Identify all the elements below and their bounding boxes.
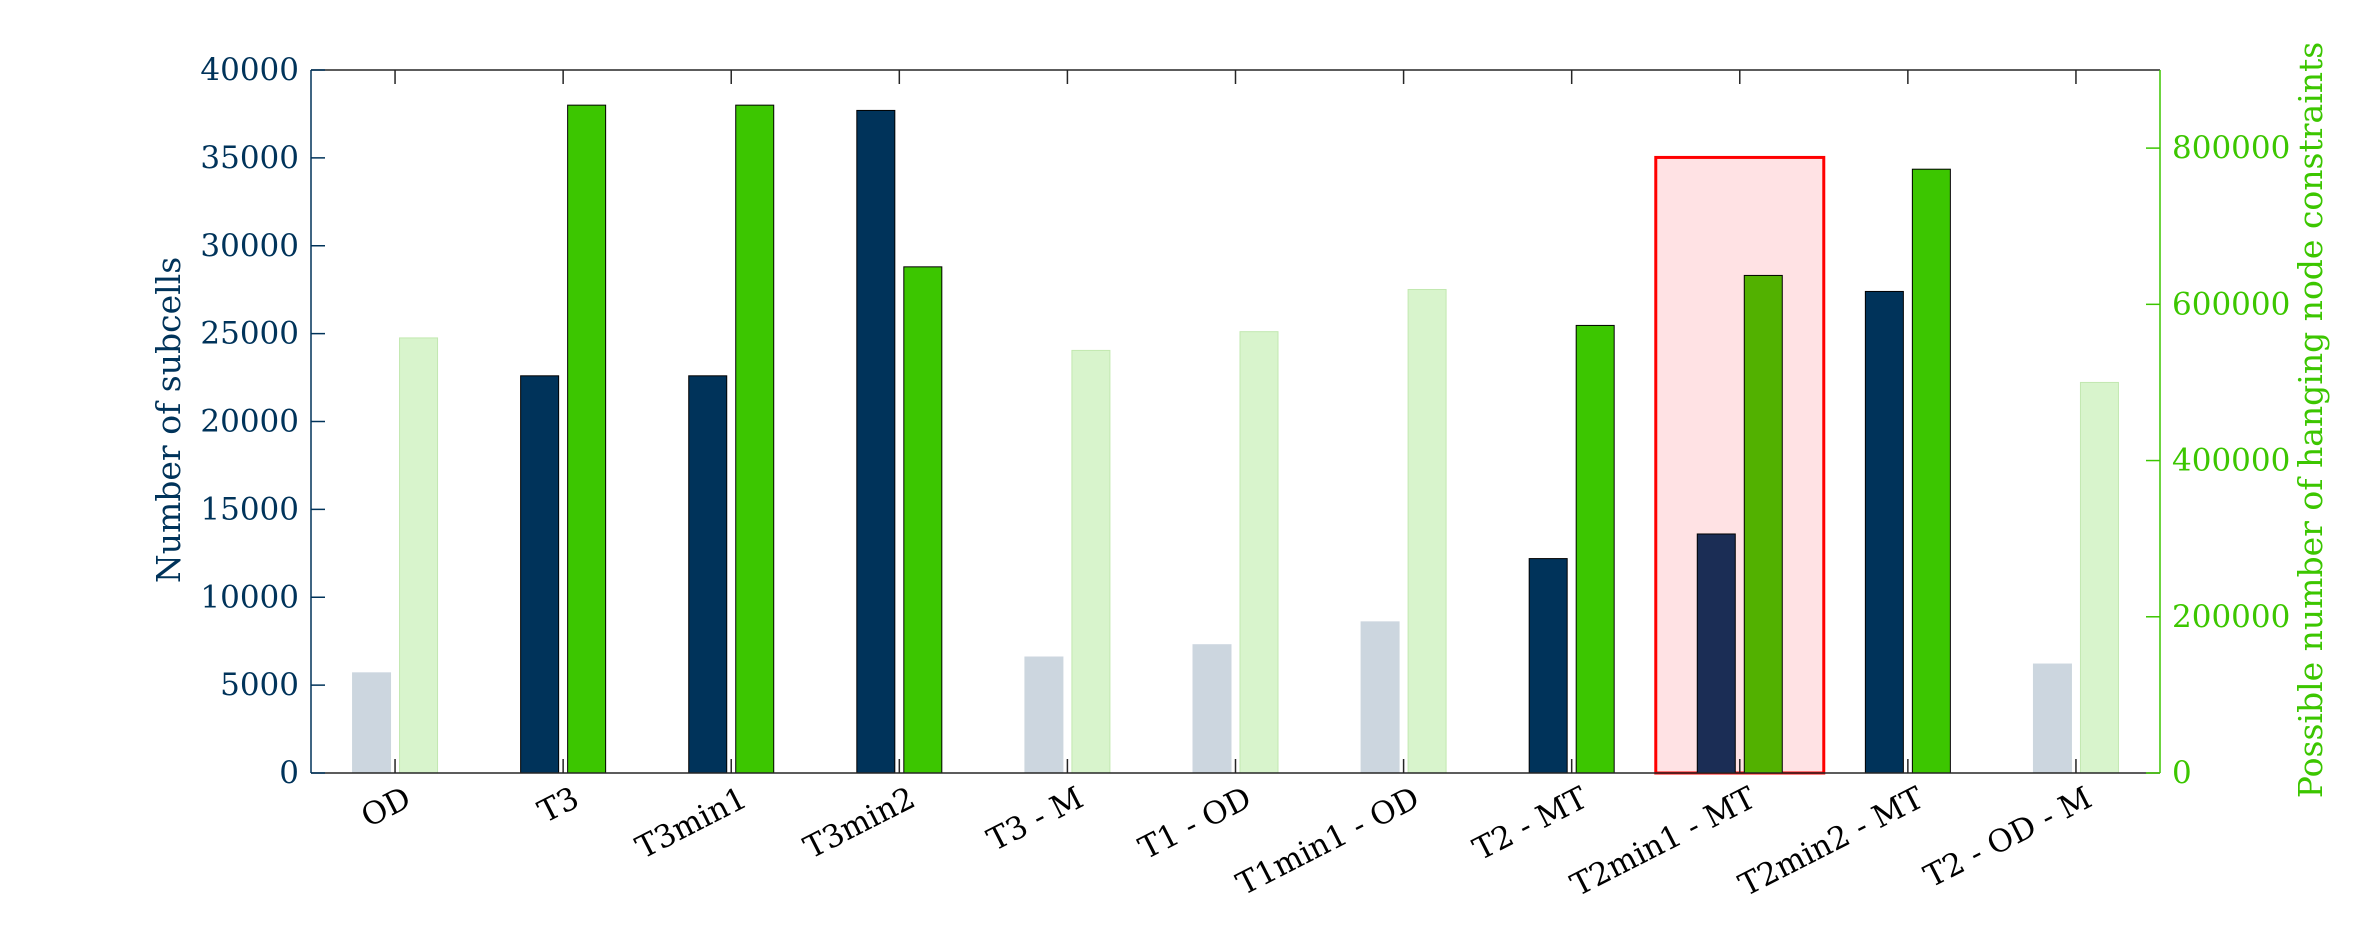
x-tick-label: T2 - OD - M: [1918, 780, 2097, 895]
bar-hanging-node-constraints: [735, 104, 775, 774]
bar-subcells: [1528, 558, 1568, 774]
bar-subcells: [1696, 533, 1736, 774]
bar-subcells: [1360, 621, 1400, 774]
bar-hanging-node-constraints: [1071, 349, 1111, 774]
y-tick-label-left: 5000: [220, 667, 299, 703]
x-tick-label: T2min2 - MT: [1733, 780, 1930, 904]
bar-subcells: [856, 109, 896, 774]
bars-layer: [352, 104, 2119, 774]
bar-hanging-node-constraints: [1407, 288, 1447, 774]
bar-hanging-node-constraints: [1239, 331, 1279, 774]
bar-hanging-node-constraints: [903, 266, 943, 774]
y-axis-left-title: Number of subcells: [149, 257, 188, 583]
x-tick-label: T2min1 - MT: [1565, 780, 1762, 904]
bar-subcells: [352, 672, 392, 774]
x-tick-label: OD: [356, 780, 417, 835]
x-tick-label: T3min2: [798, 780, 921, 866]
x-tick-label: T1min1 - OD: [1231, 780, 1425, 903]
bar-hanging-node-constraints: [1743, 274, 1783, 774]
y-tick-label-left: 0: [279, 755, 299, 791]
y-tick-label-right: 200000: [2172, 599, 2290, 635]
y-tick-label-left: 35000: [200, 140, 299, 176]
y-tick-label-left: 30000: [200, 228, 299, 264]
selection-box: [1654, 155, 1826, 775]
selection-layer: [1654, 155, 1826, 775]
y-tick-label-left: 40000: [200, 52, 299, 88]
x-tick-label: T1 - OD: [1133, 780, 1257, 867]
bar-subcells: [1864, 290, 1904, 774]
y-axis-right-title: Possible number of hanging node constrai…: [2291, 42, 2330, 798]
bar-subcells: [1024, 656, 1064, 774]
y-tick-label-right: 800000: [2172, 130, 2290, 166]
y-tick-label-right: 400000: [2172, 443, 2290, 479]
y-tick-label-left: 15000: [200, 491, 299, 527]
y-tick-label-left: 20000: [200, 404, 299, 440]
bar-subcells: [2032, 663, 2072, 774]
bar-hanging-node-constraints: [399, 337, 439, 774]
bar-subcells: [520, 375, 560, 774]
x-tick-label: T3min1: [630, 780, 753, 866]
bar-subcells: [1192, 644, 1232, 774]
y-tick-label-left: 10000: [200, 579, 299, 615]
x-tick-label: T3 - M: [982, 780, 1090, 859]
bar-subcells: [688, 375, 728, 774]
x-tick-label: T2 - MT: [1467, 780, 1593, 868]
axes-layer: [310, 69, 2161, 774]
y-tick-label-right: 600000: [2172, 286, 2290, 322]
x-tick-label: T3: [532, 780, 584, 830]
bar-hanging-node-constraints: [567, 104, 607, 774]
bar-hanging-node-constraints: [1575, 324, 1615, 774]
y-tick-label-right: 0: [2172, 755, 2192, 791]
bar-hanging-node-constraints: [1911, 168, 1951, 774]
y-tick-label-left: 25000: [200, 316, 299, 352]
bar-hanging-node-constraints: [2079, 381, 2119, 774]
